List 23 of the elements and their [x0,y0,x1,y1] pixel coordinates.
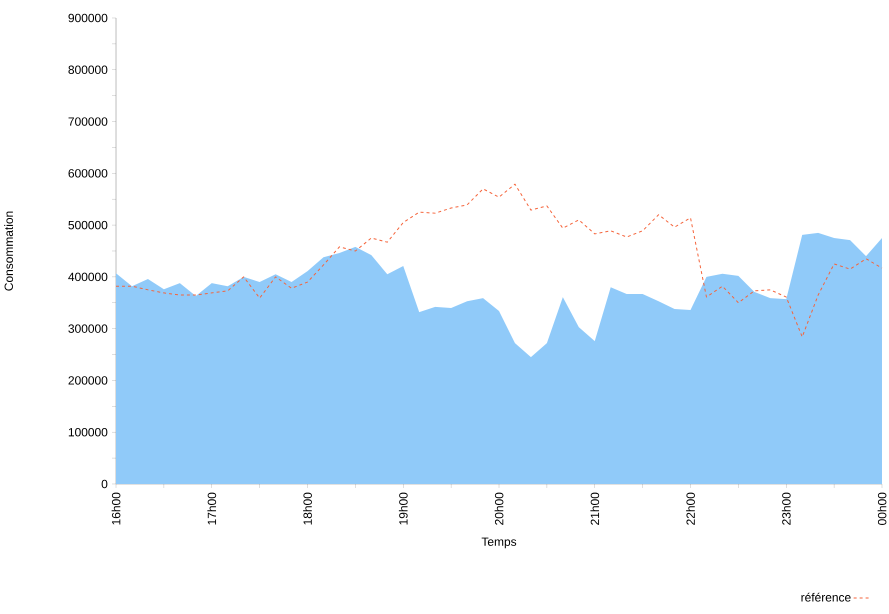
y-tick-label: 900000 [68,14,108,22]
x-tick-label: 16h00 [112,492,120,525]
y-tick-label: 800000 [68,66,108,74]
x-tick-label: 18h00 [303,492,312,525]
legend-label: référence [801,592,851,602]
x-tick-label: 23h00 [782,492,791,525]
y-tick-label: 600000 [68,169,108,178]
x-tick-label: 00h00 [878,492,886,525]
y-tick-label: 400000 [68,272,108,282]
x-tick-label: 22h00 [686,492,695,525]
y-axis-title: Consommation [4,212,14,291]
line-series [116,184,883,338]
x-tick-label: 21h00 [590,492,600,525]
y-tick-label: 300000 [68,324,108,333]
y-tick-label: 100000 [68,428,108,436]
y-tick-label: 500000 [68,220,108,230]
x-tick-label: 17h00 [207,492,216,525]
y-tick-label: 700000 [68,117,108,126]
x-tick-label: 20h00 [494,492,504,525]
x-tick-label: 19h00 [398,492,408,525]
y-tick-label: 0 [102,480,108,488]
y-tick-label: 200000 [68,376,108,385]
x-axis-title: Temps [482,538,516,548]
